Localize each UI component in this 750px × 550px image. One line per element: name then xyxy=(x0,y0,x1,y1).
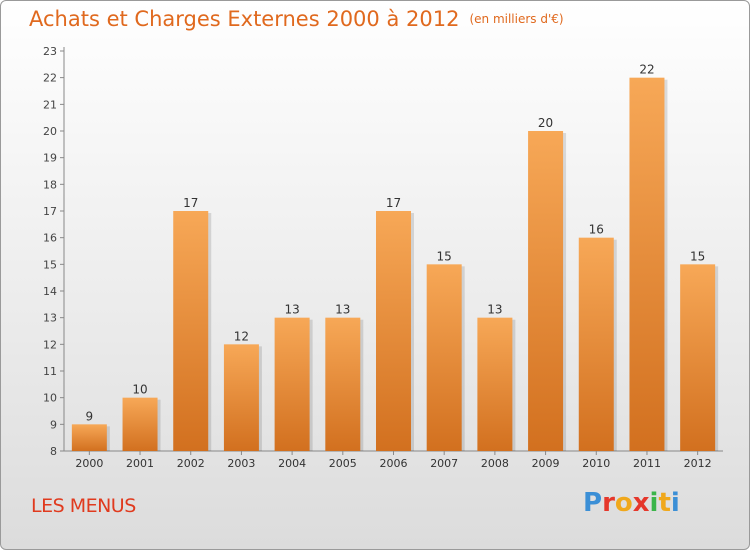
x-tick-label: 2007 xyxy=(430,457,458,470)
y-tick-label: 14 xyxy=(43,285,57,298)
bar xyxy=(629,77,665,452)
logo-letter: P xyxy=(583,488,603,518)
data-label: 10 xyxy=(132,383,147,397)
bar xyxy=(426,264,462,451)
bar xyxy=(528,131,564,451)
data-label: 17 xyxy=(183,196,198,210)
bar xyxy=(477,317,513,451)
chart-title: Achats et Charges Externes 2000 à 2012 (e… xyxy=(29,7,564,31)
y-tick-label: 18 xyxy=(43,178,57,191)
data-label: 13 xyxy=(284,303,299,317)
y-tick-label: 22 xyxy=(43,72,57,85)
y-tick-label: 20 xyxy=(43,125,57,138)
x-tick-label: 2010 xyxy=(582,457,610,470)
logo-letter: r xyxy=(602,488,615,518)
logo-letter: o xyxy=(614,488,633,518)
y-tick-label: 8 xyxy=(50,445,57,458)
x-tick-label: 2008 xyxy=(481,457,509,470)
y-tick-label: 15 xyxy=(43,258,57,271)
data-label: 12 xyxy=(234,329,249,343)
data-label: 9 xyxy=(86,409,94,423)
bar xyxy=(325,317,361,451)
y-tick-label: 19 xyxy=(43,152,57,165)
bar xyxy=(223,344,259,451)
data-label: 16 xyxy=(589,223,604,237)
place-name: LES MENUS xyxy=(31,495,136,517)
bar xyxy=(274,317,310,451)
logo-letter: t xyxy=(658,488,671,518)
y-tick-label: 16 xyxy=(43,232,57,245)
x-tick-label: 2002 xyxy=(177,457,205,470)
y-tick-label: 12 xyxy=(43,338,57,351)
y-tick-label: 10 xyxy=(43,392,57,405)
x-tick-label: 2000 xyxy=(75,457,103,470)
y-tick-label: 17 xyxy=(43,205,57,218)
y-tick-label: 9 xyxy=(50,418,57,431)
y-tick-label: 21 xyxy=(43,98,57,111)
y-tick-label: 13 xyxy=(43,312,57,325)
bar xyxy=(71,424,107,451)
logo-letter: i xyxy=(670,488,680,518)
data-label: 13 xyxy=(487,303,502,317)
data-label: 15 xyxy=(437,249,452,263)
data-label: 13 xyxy=(335,303,350,317)
data-label: 22 xyxy=(639,63,654,77)
bar xyxy=(578,237,614,451)
x-tick-label: 2004 xyxy=(278,457,306,470)
x-tick-label: 2012 xyxy=(684,457,712,470)
data-label: 15 xyxy=(690,249,705,263)
bar xyxy=(376,211,411,451)
y-tick-label: 23 xyxy=(43,45,57,58)
x-tick-label: 2009 xyxy=(532,457,560,470)
y-tick-label: 11 xyxy=(43,365,57,378)
proxiti-logo: Proxiti xyxy=(583,488,680,518)
x-tick-label: 2001 xyxy=(126,457,154,470)
x-tick-label: 2005 xyxy=(329,457,357,470)
chart-subtitle: (en milliers d'€) xyxy=(469,12,564,26)
chart-title-text: Achats et Charges Externes 2000 à 2012 xyxy=(29,7,460,31)
bar xyxy=(680,264,716,451)
x-tick-label: 2006 xyxy=(380,457,408,470)
data-label: 17 xyxy=(386,196,401,210)
bar xyxy=(173,211,209,451)
x-tick-label: 2003 xyxy=(227,457,255,470)
x-tick-label: 2011 xyxy=(633,457,661,470)
logo-letter: x xyxy=(632,488,650,518)
data-label: 20 xyxy=(538,116,553,130)
logo-letter: i xyxy=(649,488,659,518)
bar xyxy=(122,397,158,451)
